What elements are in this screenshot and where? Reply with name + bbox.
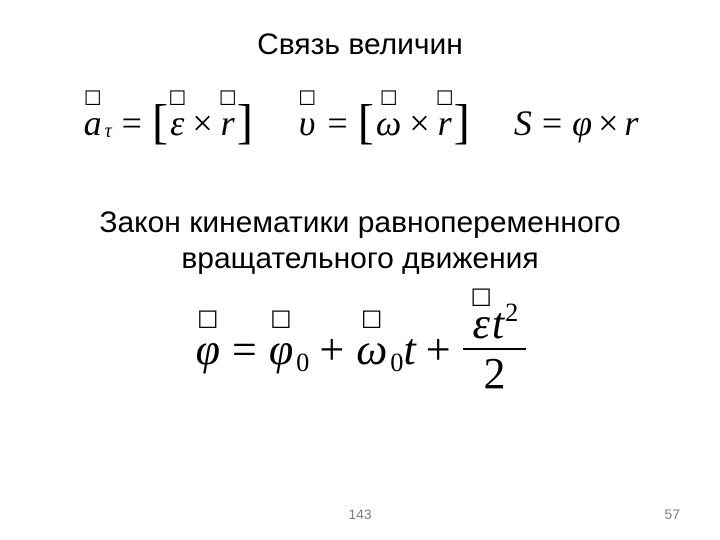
rbracket-2: ]	[454, 94, 470, 150]
subtitle-line2: вращательного движения	[181, 242, 538, 275]
sub-0-phi: 0	[296, 347, 309, 378]
var-omega: ω	[376, 102, 401, 144]
equation-v: υ = [ ω × r ]	[297, 95, 470, 151]
var-phi0: φ	[269, 324, 293, 375]
footer-center: 143	[0, 506, 720, 522]
times-3: ×	[598, 102, 618, 144]
equation-phi: φ = φ0 + ω0 t + εt2 2	[194, 300, 527, 398]
equals-3: =	[542, 102, 562, 144]
page-title: Связь величин	[0, 28, 720, 62]
equals-2: =	[327, 102, 347, 144]
var-r-2: r	[438, 102, 452, 144]
lbracket-1: [	[152, 94, 168, 150]
fraction-num: εt2	[463, 300, 527, 348]
plus-2: +	[426, 324, 451, 375]
var-s: S	[514, 102, 532, 144]
var-t2: t	[492, 299, 504, 348]
equals-4: =	[232, 324, 257, 375]
footer-page-number: 57	[664, 506, 680, 522]
subtitle: Закон кинематики равнопеременного вращат…	[0, 205, 720, 277]
var-epsilon: ε	[170, 102, 184, 144]
var-phi-3: φ	[572, 102, 592, 144]
subtitle-line1: Закон кинематики равнопеременного	[99, 206, 620, 239]
fraction: εt2 2	[463, 300, 527, 398]
equations-row-2: φ = φ0 + ω0 t + εt2 2	[0, 300, 720, 398]
times-1: ×	[192, 102, 212, 144]
var-phi-l: φ	[196, 324, 220, 375]
var-r-3: r	[624, 102, 638, 144]
var-a: a	[84, 102, 102, 144]
slide: Связь величин aτ = [ ε × r ] υ = [ ω × r…	[0, 0, 720, 540]
equation-s: S = φ × r	[514, 102, 639, 144]
lbracket-2: [	[358, 94, 374, 150]
rbracket-1: ]	[237, 94, 253, 150]
equations-row-1: aτ = [ ε × r ] υ = [ ω × r ] S = φ × r	[0, 95, 720, 151]
subscript-tau: τ	[105, 120, 112, 143]
equals-1: =	[122, 102, 142, 144]
sup-2: 2	[505, 297, 518, 327]
sub-0-omega: 0	[390, 347, 403, 378]
equation-a-tau: aτ = [ ε × r ]	[82, 95, 253, 151]
var-v: υ	[299, 102, 316, 144]
var-t1: t	[403, 324, 415, 375]
var-eps-4: ε	[473, 302, 490, 346]
var-omega0: ω	[356, 324, 387, 375]
times-2: ×	[409, 102, 429, 144]
fraction-den: 2	[475, 350, 513, 398]
plus-1: +	[319, 324, 344, 375]
var-r-1: r	[221, 102, 235, 144]
